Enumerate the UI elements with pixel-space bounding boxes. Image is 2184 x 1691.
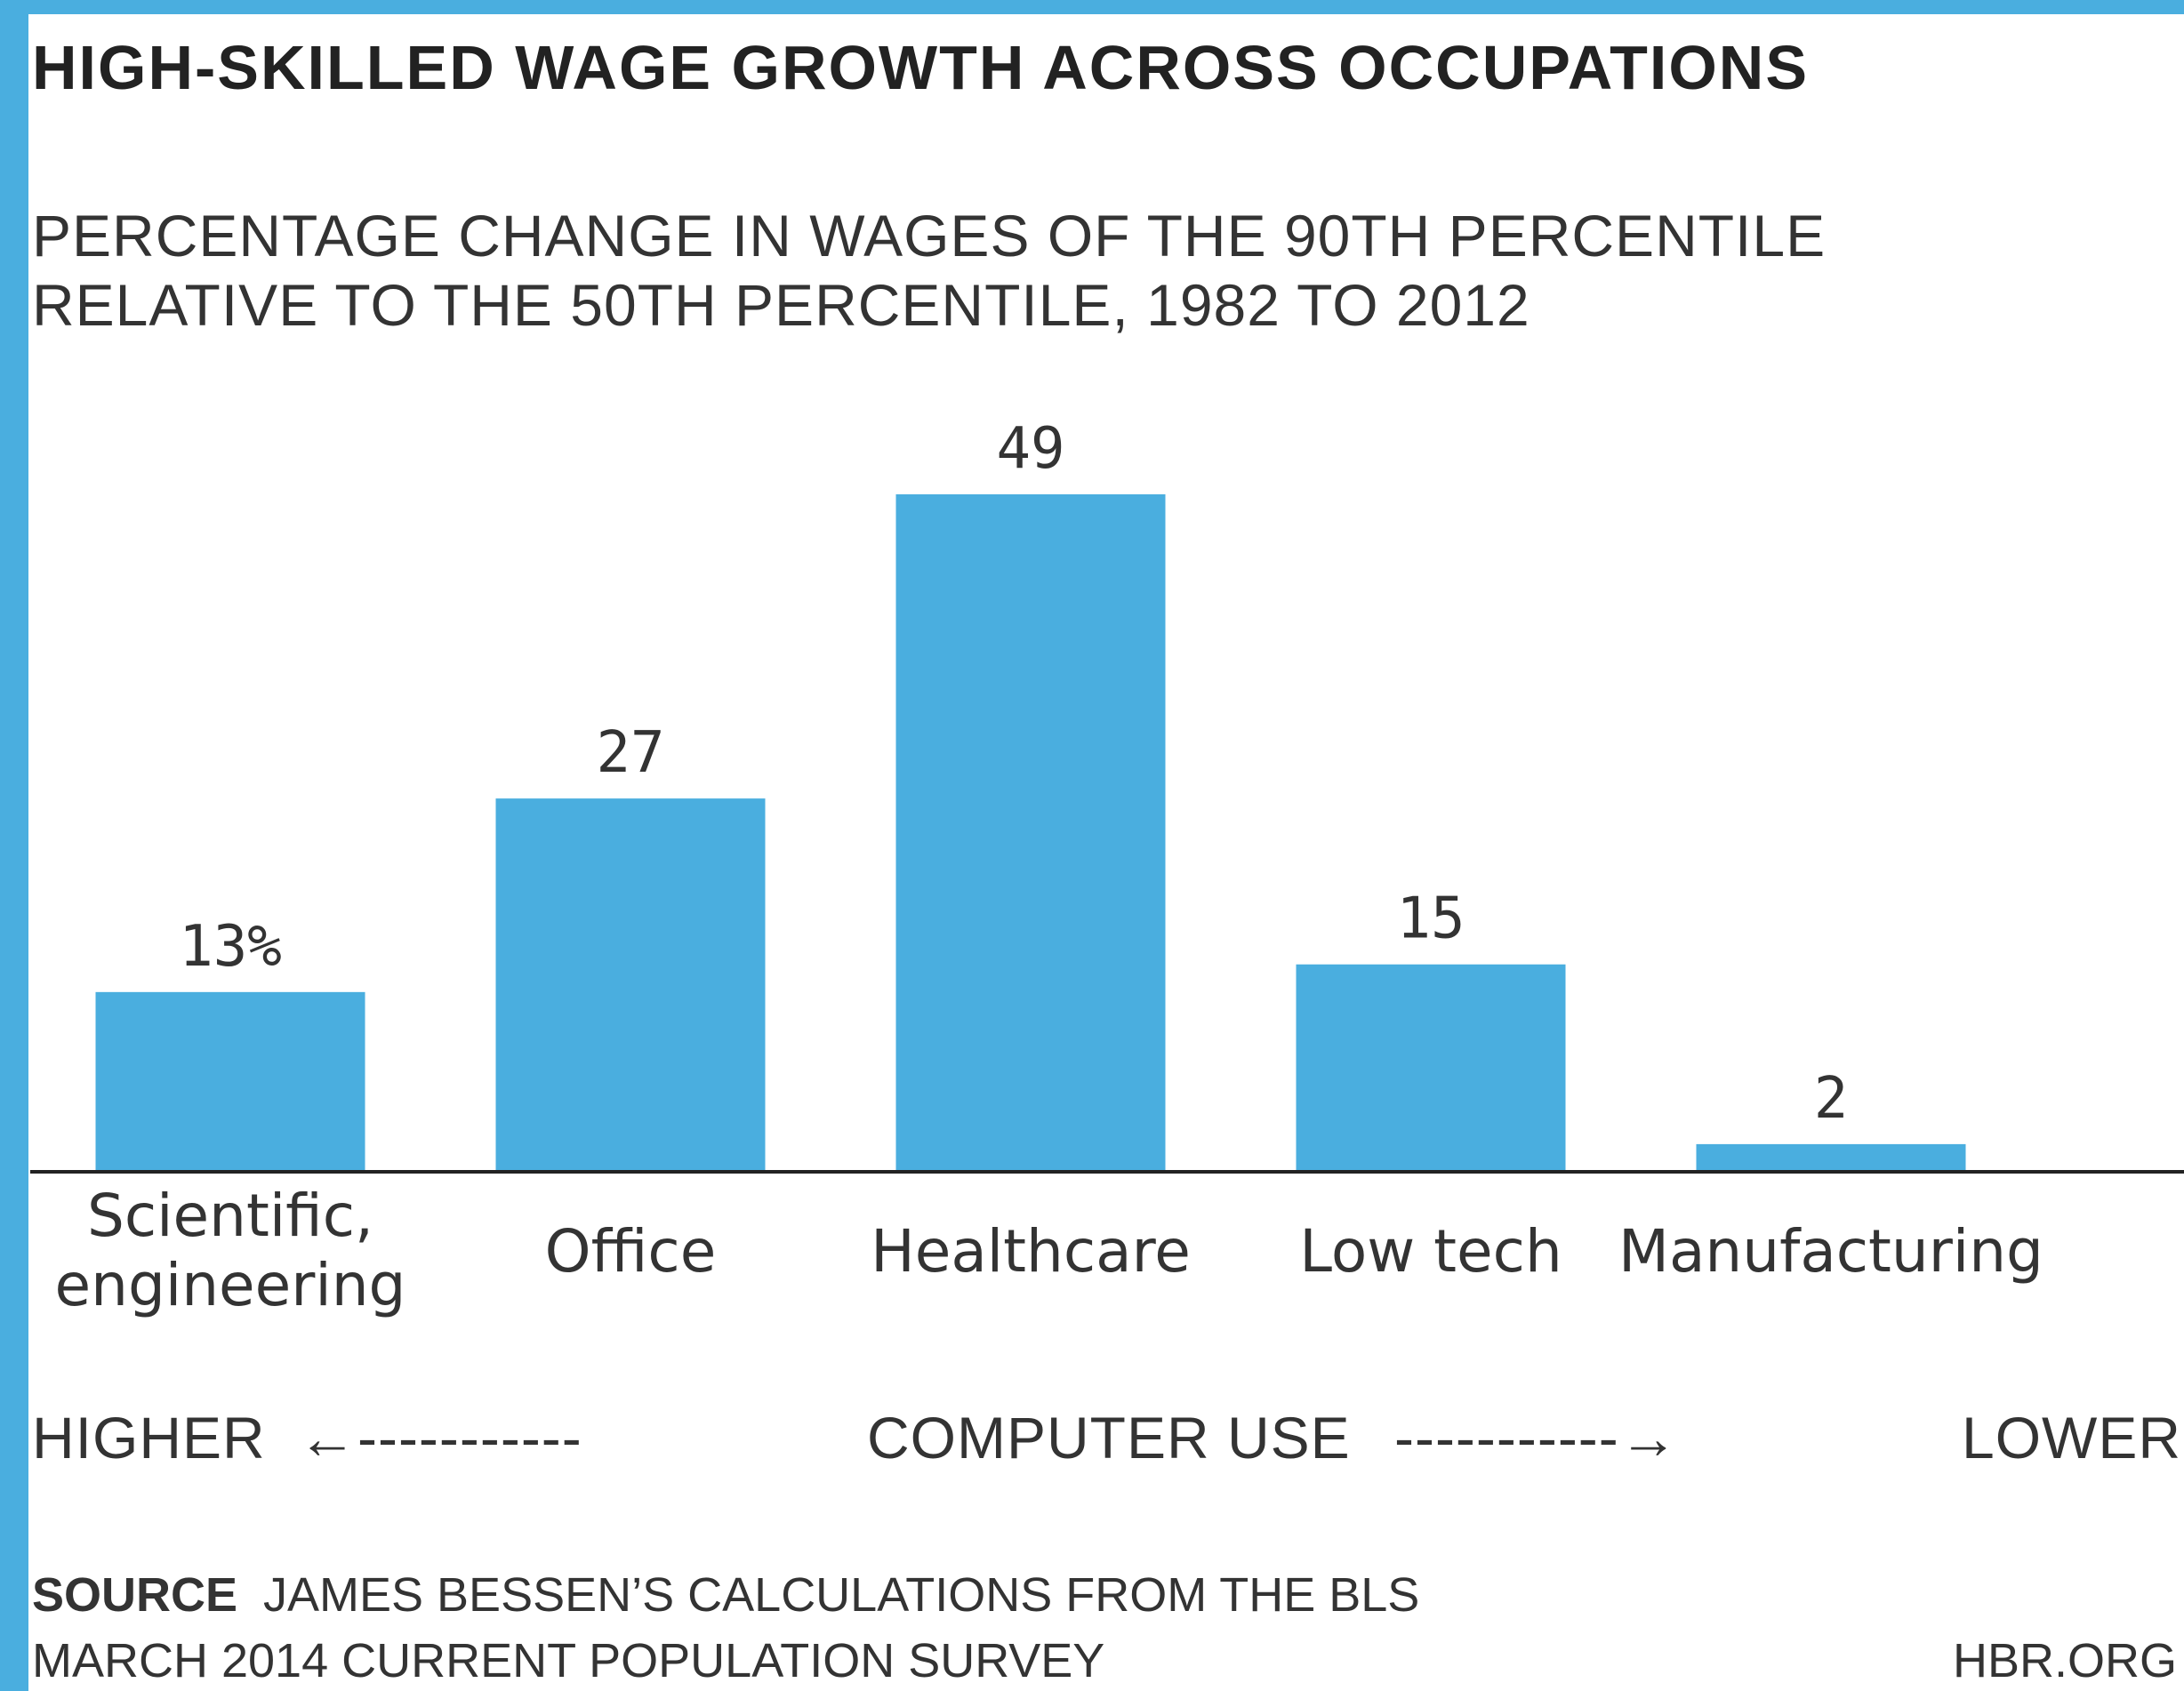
axis-annotation-left-arrow: ←----------- — [298, 1405, 582, 1471]
source-line-1: JAMES BESSEN’S CALCULATIONS FROM THE BLS — [263, 1568, 1419, 1622]
bar-value-label-1: 27 — [596, 720, 664, 786]
chart-subtitle-line-2: RELATIVE TO THE 50TH PERCENTILE, 1982 TO… — [32, 272, 1530, 338]
chart-title: HIGH-SKILLED WAGE GROWTH ACROSS OCCUPATI… — [32, 33, 1809, 102]
category-labels-group: Scientific,engineering Office Healthcare Lo… — [55, 1182, 2043, 1319]
bar-value-label-0: 13% — [179, 914, 282, 980]
chart-subtitle-line-1: PERCENTAGE CHANGE IN WAGES OF THE 90TH P… — [32, 203, 1826, 268]
source-label: SOURCE — [32, 1568, 237, 1622]
axis-annotation-computer-use: COMPUTER USE — [867, 1405, 1351, 1471]
bar-value-label-4: 2 — [1814, 1066, 1849, 1132]
category-label-4: Manufacturing — [1618, 1217, 2043, 1286]
axis-annotation-right-arrow: -----------→ — [1394, 1405, 1679, 1471]
value-labels-group: 13% 27 49 15 2 — [179, 416, 1848, 1132]
bar-0 — [95, 991, 365, 1172]
bars-group — [95, 494, 1966, 1172]
axis-annotation-higher: HIGHER — [32, 1405, 266, 1471]
publisher-credit: HBR.ORG — [1953, 1634, 2177, 1687]
category-label-3: Low tech — [1299, 1217, 1562, 1286]
axis-annotation-lower: LOWER — [1962, 1405, 2181, 1471]
category-label-2: Healthcare — [871, 1217, 1191, 1286]
bar-1 — [495, 798, 766, 1172]
bar-value-label-3: 15 — [1396, 886, 1465, 952]
source-line-2: MARCH 2014 CURRENT POPULATION SURVEY — [32, 1634, 1104, 1687]
category-label-0-line-0: Scientific, — [87, 1182, 373, 1250]
category-label-0-line-1: engineering — [55, 1251, 406, 1319]
category-label-1: Office — [545, 1217, 717, 1286]
bar-value-label-2: 49 — [996, 416, 1064, 482]
bar-3 — [1296, 964, 1566, 1172]
bar-2 — [895, 494, 1166, 1172]
bar-4 — [1696, 1143, 1966, 1172]
